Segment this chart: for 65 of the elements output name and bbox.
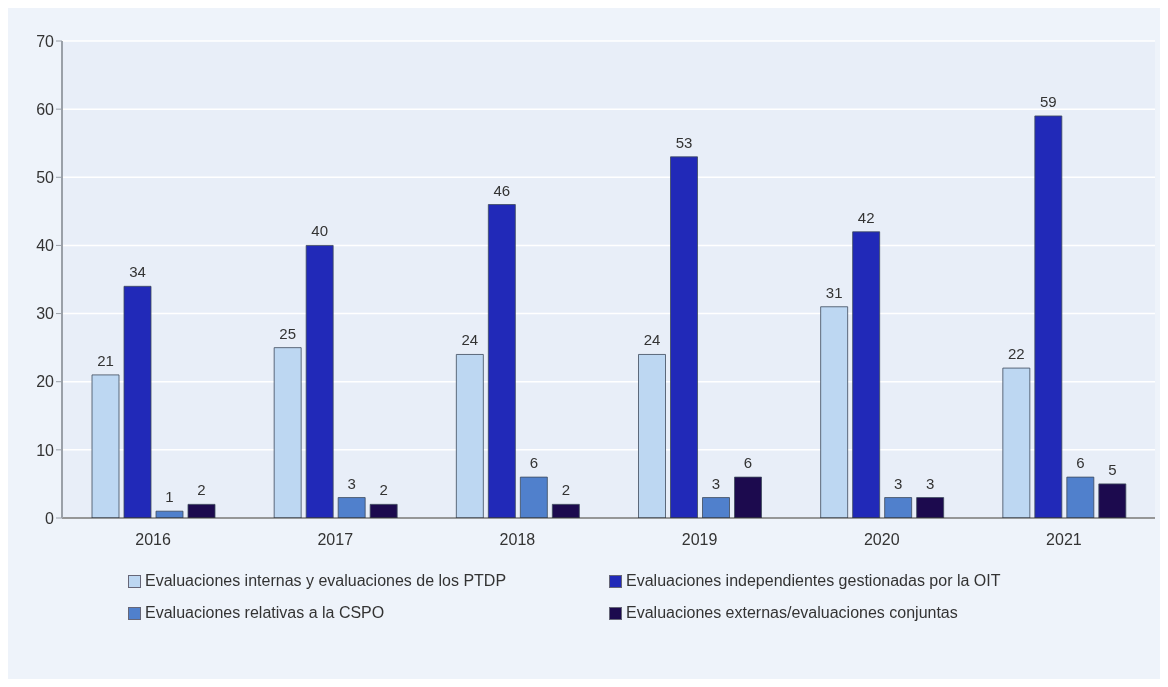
x-tick-label: 2016 [135,531,171,549]
bar [1034,115,1063,518]
bar [123,285,152,518]
legend-label: Evaluaciones independientes gestionadas por la OIT [626,572,1001,590]
data-label: 5 [1108,460,1117,478]
data-label: 24 [643,331,661,349]
bar [91,374,120,518]
bar [670,156,698,518]
data-label: 3 [711,474,721,492]
data-label: 46 [493,181,511,199]
data-label: 1 [165,488,174,506]
bar [187,503,216,518]
data-label: 6 [743,454,753,472]
x-tick-label: 2019 [681,531,718,549]
legend-label: Evaluaciones externas/evaluaciones conjuntas [626,604,958,622]
y-tick-label: 0 [45,509,55,527]
bar [337,497,366,518]
data-label: 25 [279,324,297,342]
y-tick-label: 20 [36,373,55,391]
y-tick-label: 10 [36,441,55,459]
data-label: 6 [529,454,539,472]
data-label: 2 [197,481,206,499]
bar [273,347,302,518]
data-label: 3 [925,474,935,492]
bar [519,476,548,518]
bar [852,231,881,518]
data-label: 42 [857,208,875,226]
y-tick-label: 50 [36,168,55,186]
data-label: 31 [825,283,843,301]
bar [1098,483,1127,518]
data-label: 2 [379,481,388,499]
x-tick-label: 2017 [317,531,354,549]
bar [734,476,762,518]
bar [1066,476,1095,518]
data-label: 53 [675,133,693,151]
data-label: 2 [561,481,571,499]
data-label: 22 [1007,345,1025,363]
y-tick-label: 40 [36,237,55,255]
data-label: 6 [1076,454,1085,472]
bar [702,497,730,518]
y-tick-label: 60 [36,100,55,118]
x-tick-label: 2018 [499,531,536,549]
bar [884,497,913,518]
bar [551,503,580,518]
data-label: 3 [347,474,356,492]
data-label: 24 [461,331,479,349]
bar [638,354,666,518]
y-tick-label: 70 [36,32,55,50]
data-label: 40 [311,222,329,240]
legend-label: Evaluaciones relativas a la CSPO [145,604,385,622]
bar [455,354,484,518]
data-label: 34 [129,263,146,281]
x-tick-label: 2020 [863,531,900,549]
bar [820,306,849,518]
data-label: 21 [97,351,114,369]
bar [1002,367,1031,518]
data-label: 59 [1039,92,1057,110]
legend-label: Evaluaciones internas y evaluaciones de los PTDP [145,572,507,590]
bar [305,245,334,518]
y-tick-label: 30 [36,305,55,323]
bar [916,497,945,518]
x-tick-label: 2021 [1046,531,1082,549]
bar [487,204,516,518]
data-label: 3 [893,474,903,492]
bar [369,503,398,518]
